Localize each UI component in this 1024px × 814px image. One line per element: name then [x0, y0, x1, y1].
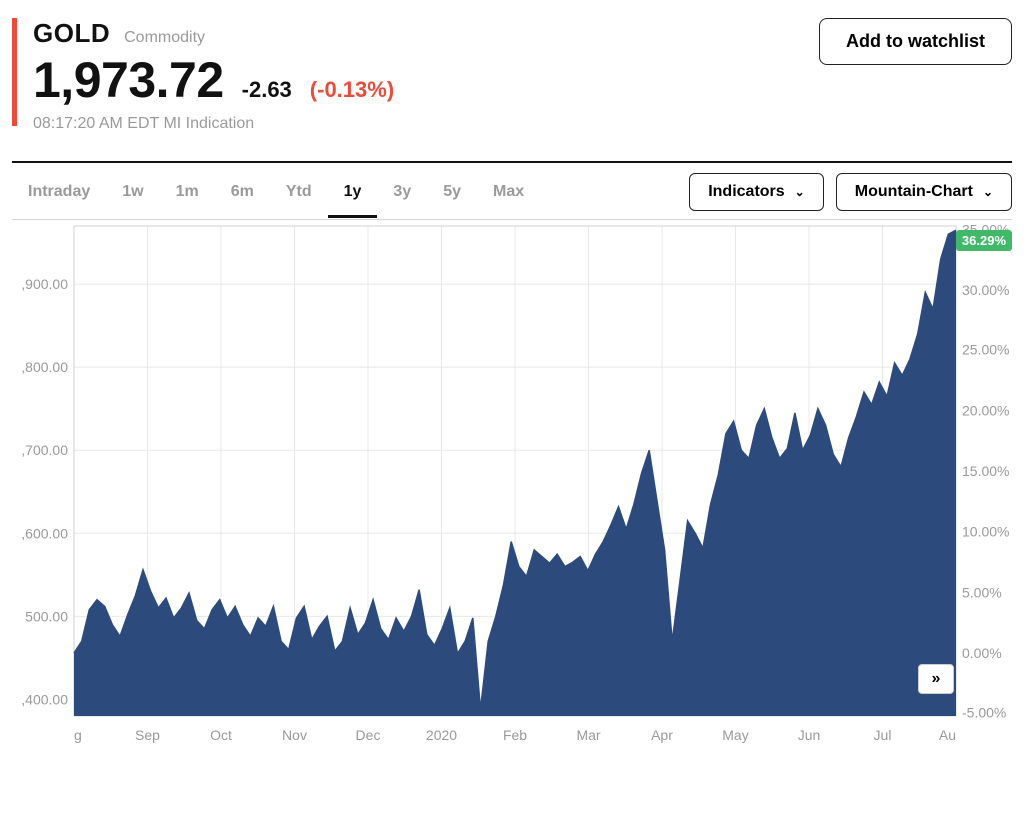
change-abs: -2.63: [242, 77, 292, 103]
header-info: GOLD Commodity 1,973.72 -2.63 (-0.13%) 0…: [33, 18, 394, 133]
svg-text:,900.00: ,900.00: [21, 276, 68, 292]
timeframe-max[interactable]: Max: [477, 175, 540, 218]
svg-text:g: g: [74, 727, 82, 743]
chevron-down-icon: ⌄: [983, 185, 993, 199]
svg-text:10.00%: 10.00%: [962, 524, 1009, 540]
svg-text:2020: 2020: [426, 727, 457, 743]
header-left: GOLD Commodity 1,973.72 -2.63 (-0.13%) 0…: [12, 18, 394, 133]
svg-text:Jun: Jun: [798, 727, 821, 743]
svg-text:,600.00: ,600.00: [21, 525, 68, 541]
timeframe-5y[interactable]: 5y: [427, 175, 477, 218]
header: GOLD Commodity 1,973.72 -2.63 (-0.13%) 0…: [12, 18, 1012, 133]
indicators-label: Indicators: [708, 183, 784, 201]
timeframe-intraday[interactable]: Intraday: [12, 175, 106, 218]
price-chart[interactable]: ,400.00 500.00 ,600.00 ,700.00 ,800.00 ,900.0…: [12, 220, 1012, 750]
svg-text:Dec: Dec: [356, 727, 381, 743]
svg-text:Mar: Mar: [576, 727, 600, 743]
svg-text:5.00%: 5.00%: [962, 584, 1002, 600]
price-row: 1,973.72 -2.63 (-0.13%): [33, 51, 394, 109]
chart-section: Intraday1w1m6mYtd1y3y5yMax Indicators ⌄ …: [12, 161, 1012, 750]
svg-text:30.00%: 30.00%: [962, 282, 1009, 298]
svg-text:May: May: [722, 727, 748, 743]
accent-bar: [12, 18, 17, 126]
svg-text:500.00: 500.00: [25, 608, 68, 624]
timeframe-1m[interactable]: 1m: [160, 175, 215, 218]
svg-text:,800.00: ,800.00: [21, 359, 68, 375]
svg-text:,700.00: ,700.00: [21, 442, 68, 458]
svg-text:Sep: Sep: [135, 727, 160, 743]
svg-text:20.00%: 20.00%: [962, 402, 1009, 418]
add-to-watchlist-button[interactable]: Add to watchlist: [819, 18, 1012, 65]
title-row: GOLD Commodity: [33, 18, 394, 49]
svg-text:Oct: Oct: [210, 727, 232, 743]
timeframe-3y[interactable]: 3y: [377, 175, 427, 218]
timeframe-6m[interactable]: 6m: [215, 175, 270, 218]
change-pct: (-0.13%): [310, 77, 394, 103]
indicators-button[interactable]: Indicators ⌄: [689, 173, 824, 211]
timeframes: Intraday1w1m6mYtd1y3y5yMax: [12, 175, 540, 217]
controls-row: Intraday1w1m6mYtd1y3y5yMax Indicators ⌄ …: [12, 173, 1012, 220]
timeframe-1y[interactable]: 1y: [328, 175, 378, 218]
svg-text:25.00%: 25.00%: [962, 342, 1009, 358]
svg-text:,400.00: ,400.00: [21, 691, 68, 707]
svg-text:Apr: Apr: [651, 727, 673, 743]
svg-text:Feb: Feb: [503, 727, 527, 743]
svg-text:15.00%: 15.00%: [962, 463, 1009, 479]
chart-type-label: Mountain-Chart: [855, 183, 973, 201]
pct-change-badge: 36.29%: [956, 230, 1012, 251]
timeframe-ytd[interactable]: Ytd: [270, 175, 328, 218]
svg-text:Jul: Jul: [874, 727, 892, 743]
chart-type-button[interactable]: Mountain-Chart ⌄: [836, 173, 1012, 211]
timestamp: 08:17:20 AM EDT MI Indication: [33, 115, 394, 133]
expand-button[interactable]: »: [918, 664, 954, 694]
asset-type: Commodity: [124, 29, 205, 47]
svg-text:Au: Au: [939, 727, 956, 743]
svg-text:0.00%: 0.00%: [962, 645, 1002, 661]
svg-text:Nov: Nov: [282, 727, 307, 743]
chart-area: ,400.00 500.00 ,600.00 ,700.00 ,800.00 ,900.0…: [12, 220, 1012, 750]
svg-text:-5.00%: -5.00%: [962, 705, 1006, 721]
price: 1,973.72: [33, 51, 224, 109]
control-buttons: Indicators ⌄ Mountain-Chart ⌄: [689, 173, 1012, 219]
timeframe-1w[interactable]: 1w: [106, 175, 159, 218]
chevron-down-icon: ⌄: [795, 185, 805, 199]
symbol: GOLD: [33, 18, 110, 49]
